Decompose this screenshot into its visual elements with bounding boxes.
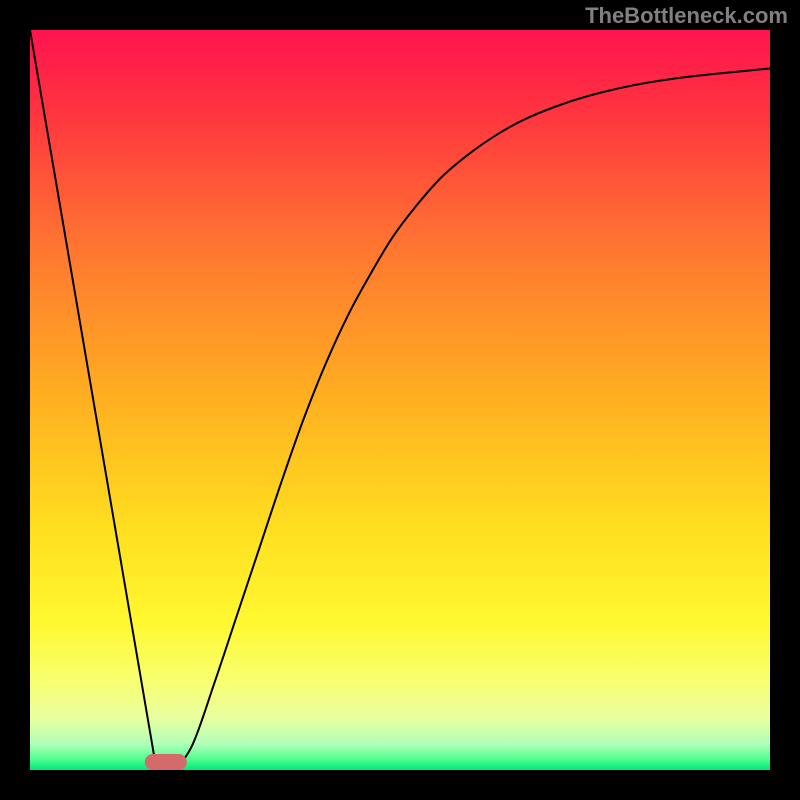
- watermark-text: TheBottleneck.com: [585, 3, 788, 29]
- bottleneck-marker: [145, 754, 187, 770]
- chart-svg-layer: [0, 0, 800, 800]
- curve-descending-line: [30, 30, 157, 770]
- chart-container: TheBottleneck.com: [0, 0, 800, 800]
- curve-rising-arc: [175, 68, 770, 770]
